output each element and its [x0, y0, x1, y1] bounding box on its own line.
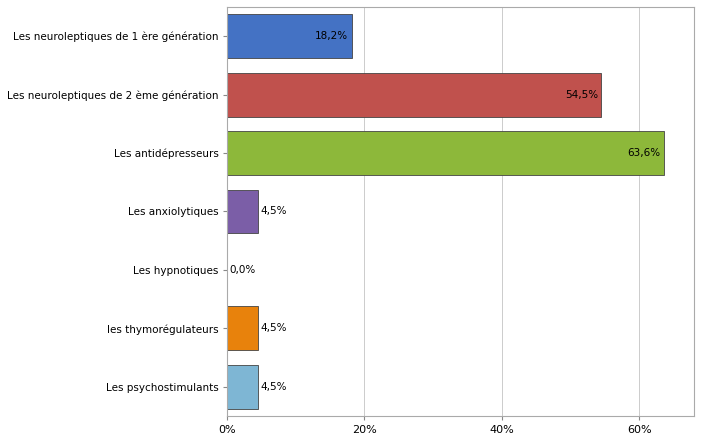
Text: 4,5%: 4,5%: [261, 382, 287, 392]
Bar: [227, 306, 258, 350]
Bar: [227, 14, 352, 58]
Text: 4,5%: 4,5%: [261, 206, 287, 217]
Bar: [227, 190, 258, 233]
Bar: [227, 131, 664, 175]
Text: 18,2%: 18,2%: [315, 31, 348, 41]
Bar: [227, 365, 258, 409]
Bar: [227, 72, 601, 117]
Text: 54,5%: 54,5%: [565, 90, 598, 99]
Text: 63,6%: 63,6%: [627, 148, 660, 158]
Text: 4,5%: 4,5%: [261, 324, 287, 333]
Text: 0,0%: 0,0%: [229, 265, 256, 275]
